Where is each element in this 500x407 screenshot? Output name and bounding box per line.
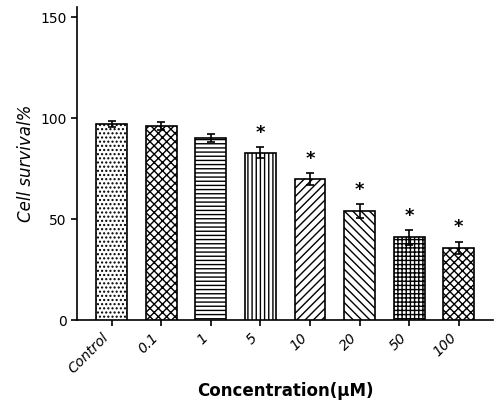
Bar	[245, 153, 276, 320]
Bar	[294, 179, 326, 320]
Bar	[394, 237, 424, 320]
Y-axis label: Cell survival%: Cell survival%	[17, 105, 35, 222]
Bar	[444, 247, 474, 320]
Text: *: *	[454, 219, 464, 236]
Text: *: *	[355, 181, 364, 199]
Text: *: *	[305, 150, 314, 168]
X-axis label: Concentration(μM): Concentration(μM)	[197, 382, 374, 400]
Bar	[146, 126, 176, 320]
Text: *: *	[256, 125, 265, 142]
Bar	[96, 124, 127, 320]
Bar	[344, 211, 375, 320]
Bar	[196, 138, 226, 320]
Text: *: *	[404, 207, 414, 225]
